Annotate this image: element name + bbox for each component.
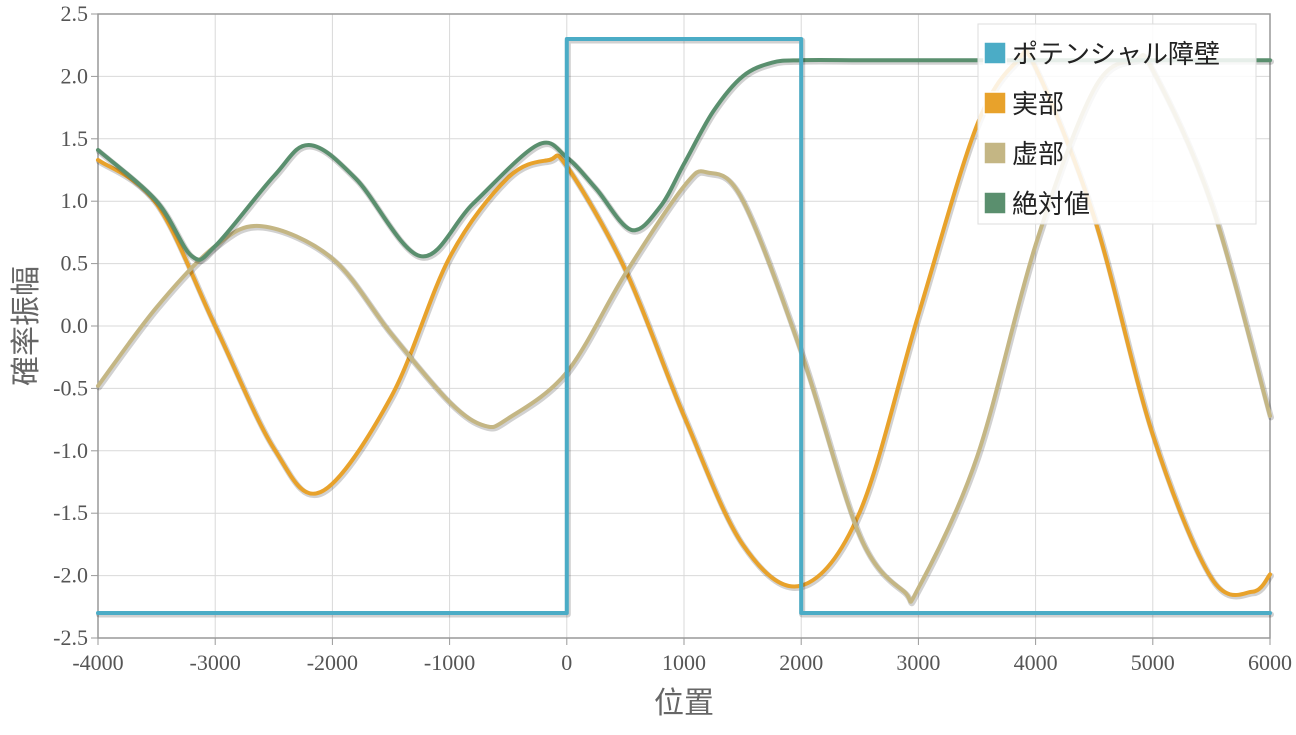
x-axis-title: 位置 (654, 686, 714, 721)
y-tick-label: -2.0 (53, 563, 88, 588)
x-tick-label: -1000 (424, 650, 475, 675)
legend-item-potential-barrier[interactable]: ポテンシャル障壁 (983, 40, 1220, 70)
x-tick-label: 2000 (779, 650, 823, 675)
x-axis-ticks: -4000 -3000 -2000 -1000 0 1000 2000 3000 4000 500… (72, 638, 1292, 675)
x-tick-label: 1000 (662, 650, 706, 675)
legend-label: 実部 (1012, 90, 1064, 120)
x-tick-label: 3000 (896, 650, 940, 675)
y-tick-label: 1.5 (61, 126, 89, 151)
legend-swatch (983, 141, 1007, 165)
y-tick-label: -0.5 (53, 375, 88, 400)
y-tick-label: 2.0 (61, 63, 89, 88)
x-tick-label: -2000 (307, 650, 358, 675)
legend-swatch (983, 191, 1007, 215)
legend-box (977, 23, 1257, 225)
absolute-value-line (96, 58, 1272, 262)
x-tick-label: 0 (561, 650, 572, 675)
x-tick-label: -4000 (72, 650, 123, 675)
y-axis-ticks: -2.5 -2.0 -1.5 -1.0 -0.5 0.0 0.5 1.0 1.5 2.0 2.5 (53, 1, 98, 650)
x-tick-label: 5000 (1131, 650, 1175, 675)
legend-label: 虚部 (1012, 140, 1064, 170)
x-tick-label: -3000 (190, 650, 241, 675)
legend-swatch (983, 41, 1007, 65)
legend-item-real-part[interactable]: 実部 (983, 90, 1064, 120)
y-axis-title: 確率振幅 (9, 266, 44, 386)
real-part-line (96, 48, 1272, 597)
y-tick-label: 0.5 (61, 251, 89, 276)
y-tick-label: -1.0 (53, 438, 88, 463)
legend-label: ポテンシャル障壁 (1012, 40, 1220, 70)
legend-item-imaginary-part[interactable]: 虚部 (983, 140, 1064, 170)
y-tick-label: 1.0 (61, 188, 89, 213)
legend-label: 絶対値 (1012, 190, 1090, 220)
legend-item-absolute-value[interactable]: 絶対値 (983, 190, 1090, 220)
y-tick-label: 0.0 (61, 313, 89, 338)
potential-barrier-line (96, 37, 1272, 615)
x-tick-label: 6000 (1248, 650, 1292, 675)
y-tick-label: 2.5 (61, 1, 89, 26)
x-tick-label: 4000 (1014, 650, 1058, 675)
y-tick-label: -2.5 (53, 625, 88, 650)
legend-swatch (983, 91, 1007, 115)
y-tick-label: -1.5 (53, 500, 88, 525)
